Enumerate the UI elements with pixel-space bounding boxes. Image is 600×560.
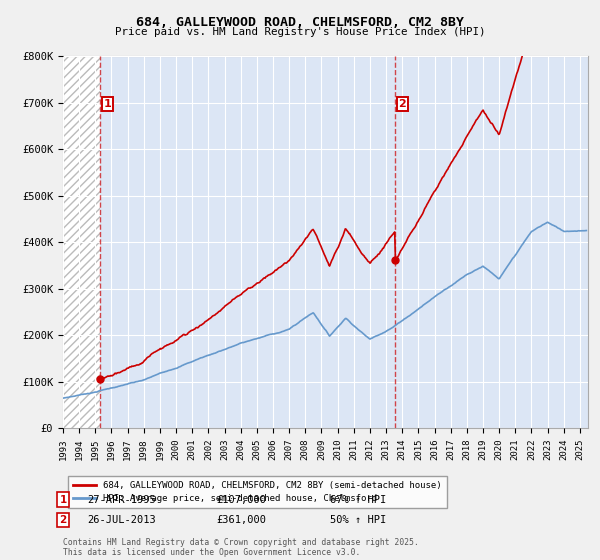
Text: 1: 1	[104, 100, 112, 109]
Legend: 684, GALLEYWOOD ROAD, CHELMSFORD, CM2 8BY (semi-detached house), HPI: Average pr: 684, GALLEYWOOD ROAD, CHELMSFORD, CM2 8B…	[68, 476, 447, 508]
Text: 50% ↑ HPI: 50% ↑ HPI	[330, 515, 386, 525]
Text: £107,000: £107,000	[216, 494, 266, 505]
Text: 2: 2	[398, 100, 406, 109]
Text: 26-JUL-2013: 26-JUL-2013	[87, 515, 156, 525]
Text: 684, GALLEYWOOD ROAD, CHELMSFORD, CM2 8BY: 684, GALLEYWOOD ROAD, CHELMSFORD, CM2 8B…	[136, 16, 464, 29]
Text: 2: 2	[59, 515, 67, 525]
Text: 1: 1	[59, 494, 67, 505]
Text: Price paid vs. HM Land Registry's House Price Index (HPI): Price paid vs. HM Land Registry's House …	[115, 27, 485, 37]
Text: Contains HM Land Registry data © Crown copyright and database right 2025.
This d: Contains HM Land Registry data © Crown c…	[63, 538, 419, 557]
Text: 27-APR-1995: 27-APR-1995	[87, 494, 156, 505]
Text: £361,000: £361,000	[216, 515, 266, 525]
Text: 67% ↑ HPI: 67% ↑ HPI	[330, 494, 386, 505]
